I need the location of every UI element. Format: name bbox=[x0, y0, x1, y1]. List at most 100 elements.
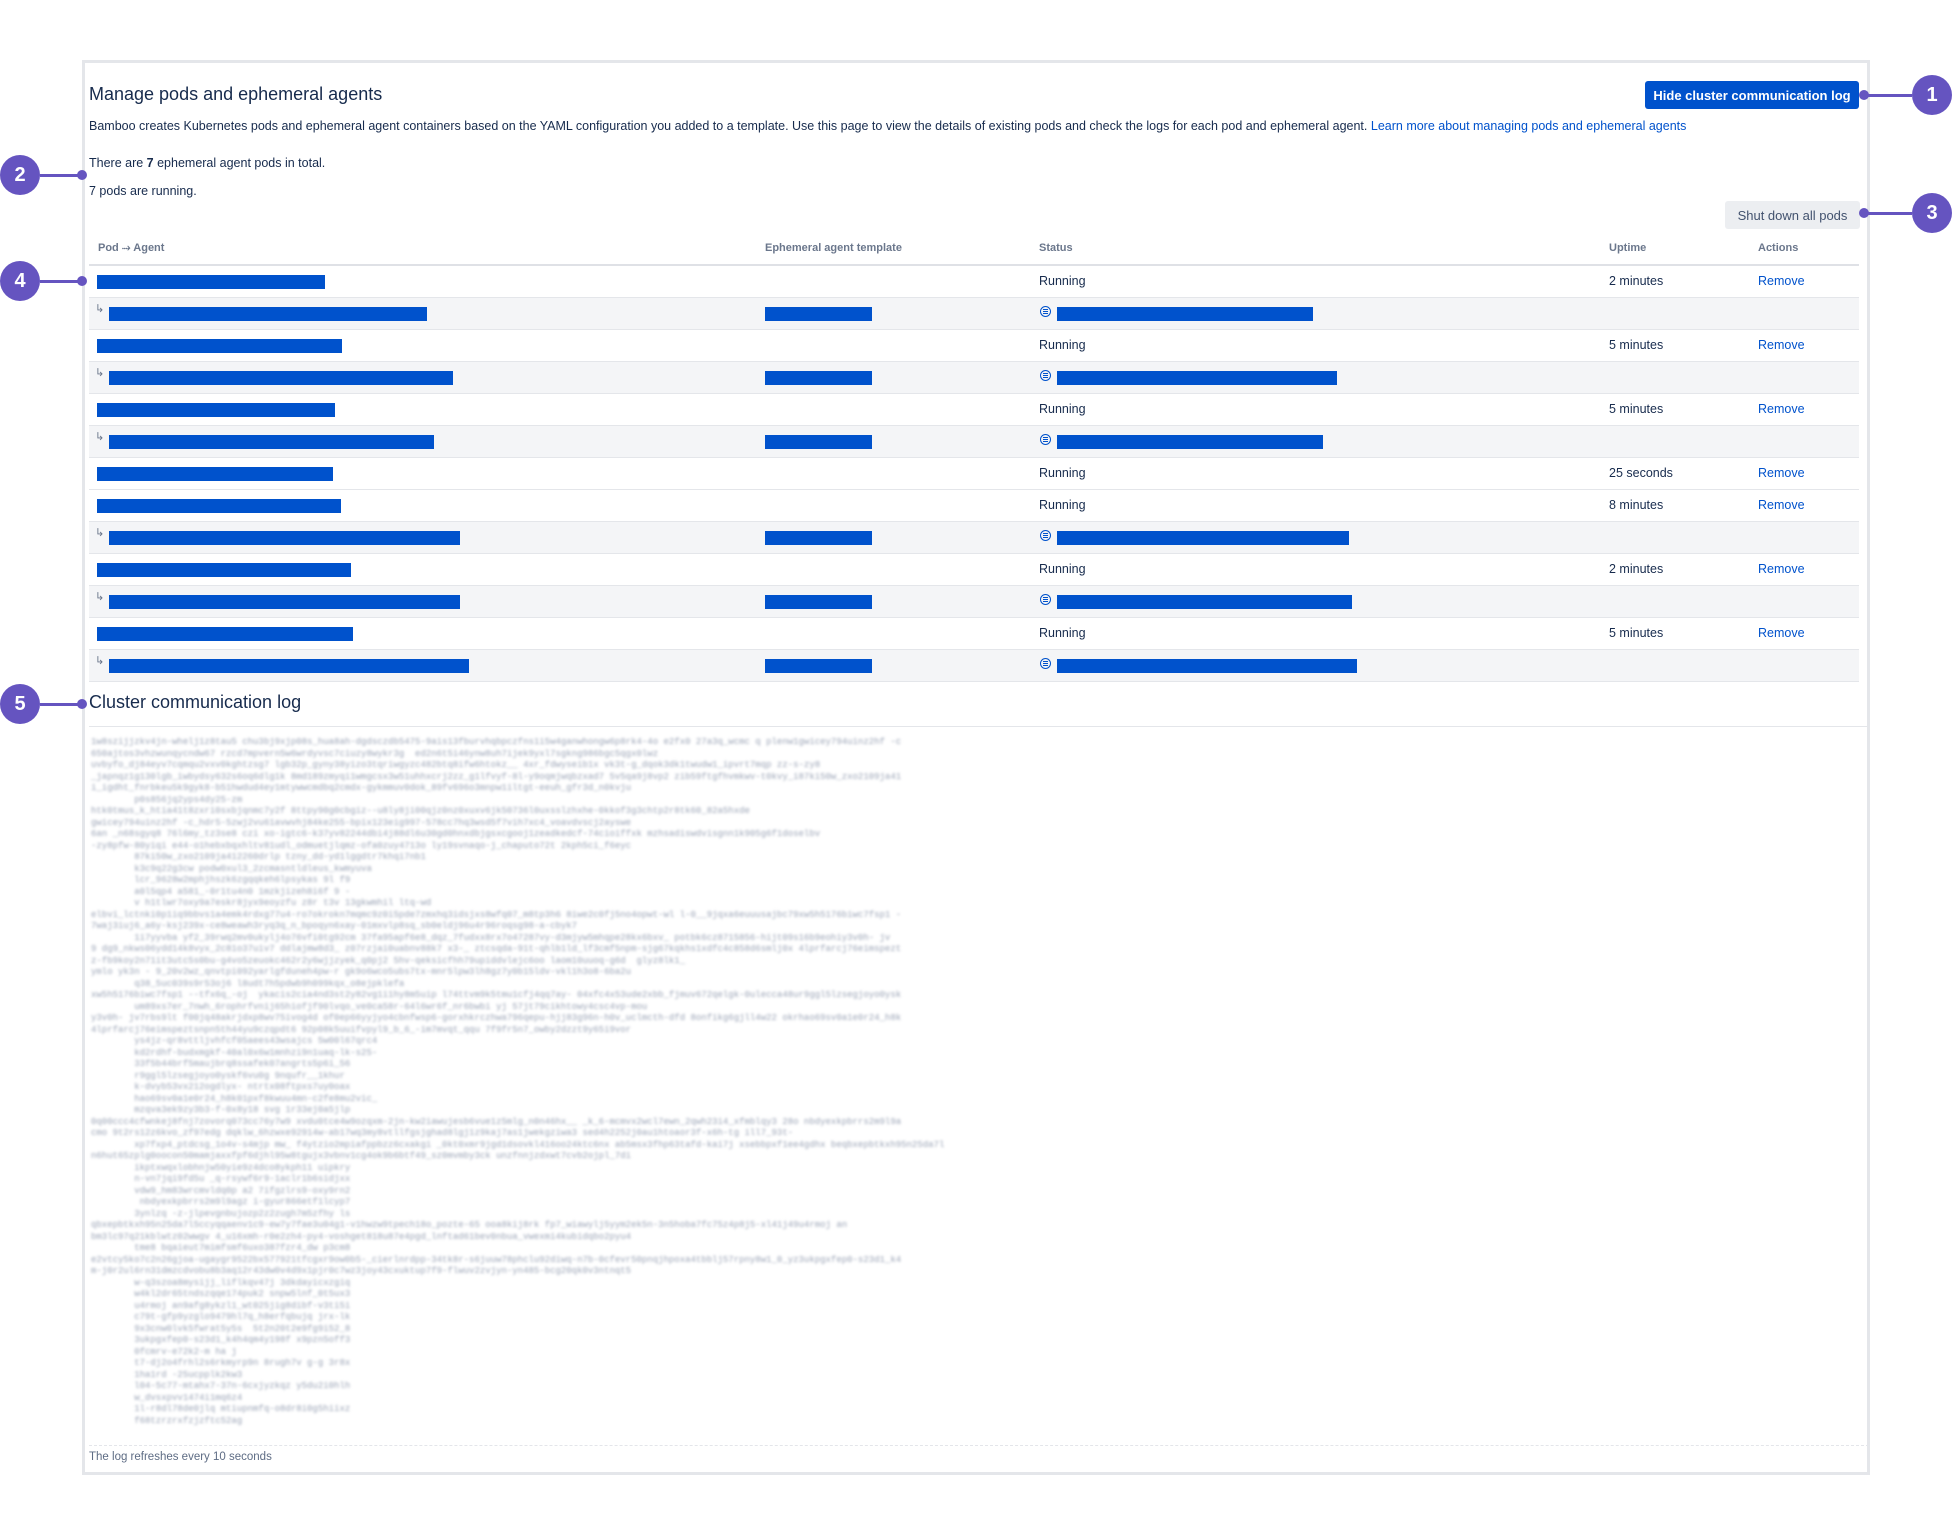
page-frame bbox=[82, 60, 1870, 1475]
agent-status-icon bbox=[1040, 594, 1051, 605]
agent-branch-arrow-icon: ↳ bbox=[95, 303, 105, 315]
pod-name-redacted[interactable] bbox=[97, 275, 325, 289]
pod-row: Running 2 minutes Remove bbox=[89, 266, 1859, 298]
pod-row: Running 8 minutes Remove bbox=[89, 490, 1859, 522]
table-body: Running 2 minutes Remove ↳ Running 5 minutes R… bbox=[89, 266, 1859, 682]
column-template: Ephemeral agent template bbox=[765, 242, 902, 254]
pod-name-redacted[interactable] bbox=[97, 403, 335, 417]
remove-pod-link[interactable]: Remove bbox=[1758, 466, 1805, 480]
agent-status-icon bbox=[1040, 434, 1051, 445]
pod-name-redacted[interactable] bbox=[97, 467, 333, 481]
cluster-log[interactable]: 1w8szijjzkv4jn-whelj1z8tau5 chu3bj9xjp08… bbox=[89, 726, 1869, 1446]
pod-status: Running bbox=[1039, 562, 1086, 576]
pod-uptime: 8 minutes bbox=[1609, 498, 1664, 512]
callout-line-3 bbox=[1862, 212, 1912, 215]
pod-row: Running 5 minutes Remove bbox=[89, 394, 1859, 426]
agent-branch-arrow-icon: ↳ bbox=[95, 591, 105, 603]
table-header: Pod ⤑ Agent Ephemeral agent template Sta… bbox=[89, 237, 1859, 266]
pod-status: Running bbox=[1039, 626, 1086, 640]
pod-status: Running bbox=[1039, 466, 1086, 480]
agent-row: ↳ bbox=[89, 298, 1859, 330]
pod-status: Running bbox=[1039, 498, 1086, 512]
agent-branch-arrow-icon: ↳ bbox=[95, 655, 105, 667]
pod-name-redacted[interactable] bbox=[97, 339, 342, 353]
remove-pod-link[interactable]: Remove bbox=[1758, 498, 1805, 512]
learn-more-link[interactable]: Learn more about managing pods and ephem… bbox=[1370, 119, 1687, 133]
remove-pod-link[interactable]: Remove bbox=[1758, 626, 1805, 640]
column-uptime: Uptime bbox=[1609, 242, 1647, 254]
agent-status-redacted bbox=[1057, 531, 1349, 545]
page-description: Bamboo creates Kubernetes pods and ephem… bbox=[89, 119, 1686, 133]
callout-dot-4 bbox=[77, 276, 87, 286]
agent-name-redacted[interactable] bbox=[109, 371, 453, 385]
template-name-redacted[interactable] bbox=[765, 371, 872, 385]
callout-line-4 bbox=[40, 280, 82, 283]
agent-branch-arrow-icon: ↳ bbox=[95, 431, 105, 443]
pod-row: Running 5 minutes Remove bbox=[89, 330, 1859, 362]
pod-row: Running 2 minutes Remove bbox=[89, 554, 1859, 586]
pod-name-redacted[interactable] bbox=[97, 499, 341, 513]
agent-status-redacted bbox=[1057, 595, 1352, 609]
agent-row: ↳ bbox=[89, 362, 1859, 394]
agent-row: ↳ bbox=[89, 426, 1859, 458]
pod-status: Running bbox=[1039, 274, 1086, 288]
column-actions: Actions bbox=[1758, 242, 1799, 254]
agent-name-redacted[interactable] bbox=[109, 307, 427, 321]
log-refresh-note: The log refreshes every 10 seconds bbox=[89, 1451, 272, 1463]
pod-uptime: 2 minutes bbox=[1609, 274, 1664, 288]
pod-name-redacted[interactable] bbox=[97, 627, 353, 641]
hide-log-button[interactable]: Hide cluster communication log bbox=[1645, 81, 1859, 109]
pod-status: Running bbox=[1039, 338, 1086, 352]
template-name-redacted[interactable] bbox=[765, 659, 872, 673]
callout-line-1 bbox=[1862, 94, 1912, 97]
template-name-redacted[interactable] bbox=[765, 307, 872, 321]
agent-status-redacted bbox=[1057, 371, 1337, 385]
pod-uptime: 5 minutes bbox=[1609, 626, 1664, 640]
remove-pod-link[interactable]: Remove bbox=[1758, 274, 1805, 288]
pod-name-redacted[interactable] bbox=[97, 563, 351, 577]
page-title: Manage pods and ephemeral agents bbox=[89, 84, 383, 104]
agent-name-redacted[interactable] bbox=[109, 531, 460, 545]
agent-name-redacted[interactable] bbox=[109, 595, 460, 609]
template-name-redacted[interactable] bbox=[765, 435, 872, 449]
pod-row: Running 5 minutes Remove bbox=[89, 618, 1859, 650]
agent-name-redacted[interactable] bbox=[109, 435, 434, 449]
callout-dot-2 bbox=[77, 170, 87, 180]
description-text: Bamboo creates Kubernetes pods and ephem… bbox=[89, 119, 1368, 133]
agent-row: ↳ bbox=[89, 650, 1859, 682]
agent-status-redacted bbox=[1057, 307, 1313, 321]
remove-pod-link[interactable]: Remove bbox=[1758, 402, 1805, 416]
log-content: 1w8szijjzkv4jn-whelj1z8tau5 chu3bj9xjp08… bbox=[91, 737, 945, 1426]
agent-row: ↳ bbox=[89, 522, 1859, 554]
pod-uptime: 2 minutes bbox=[1609, 562, 1664, 576]
callout-2: 2 bbox=[0, 155, 40, 195]
pod-status: Running bbox=[1039, 402, 1086, 416]
agent-row: ↳ bbox=[89, 586, 1859, 618]
pod-uptime: 5 minutes bbox=[1609, 402, 1664, 416]
callout-dot-3 bbox=[1859, 208, 1869, 218]
template-name-redacted[interactable] bbox=[765, 595, 872, 609]
log-title: Cluster communication log bbox=[89, 692, 302, 712]
pods-total-count: 7 bbox=[146, 156, 154, 170]
template-name-redacted[interactable] bbox=[765, 531, 872, 545]
agent-status-redacted bbox=[1057, 659, 1357, 673]
column-pod-agent: Pod ⤑ Agent bbox=[98, 242, 165, 254]
pods-total-summary: There are 7 ephemeral agent pods in tota… bbox=[89, 156, 325, 170]
callout-line-2 bbox=[40, 174, 82, 177]
summary-prefix: There are bbox=[89, 156, 147, 170]
agent-status-redacted bbox=[1057, 435, 1323, 449]
pod-uptime: 25 seconds bbox=[1609, 466, 1673, 480]
pods-table: Pod ⤑ Agent Ephemeral agent template Sta… bbox=[89, 237, 1859, 682]
agent-status-icon bbox=[1040, 370, 1051, 381]
summary-suffix: ephemeral agent pods in total. bbox=[153, 156, 326, 170]
callout-1: 1 bbox=[1912, 75, 1952, 115]
remove-pod-link[interactable]: Remove bbox=[1758, 338, 1805, 352]
callout-dot-1 bbox=[1859, 90, 1869, 100]
agent-name-redacted[interactable] bbox=[109, 659, 469, 673]
pod-uptime: 5 minutes bbox=[1609, 338, 1664, 352]
callout-5: 5 bbox=[0, 684, 40, 724]
pod-row: Running 25 seconds Remove bbox=[89, 458, 1859, 490]
agent-status-icon bbox=[1040, 306, 1051, 317]
remove-pod-link[interactable]: Remove bbox=[1758, 562, 1805, 576]
shutdown-all-pods-button[interactable]: Shut down all pods bbox=[1725, 201, 1860, 229]
